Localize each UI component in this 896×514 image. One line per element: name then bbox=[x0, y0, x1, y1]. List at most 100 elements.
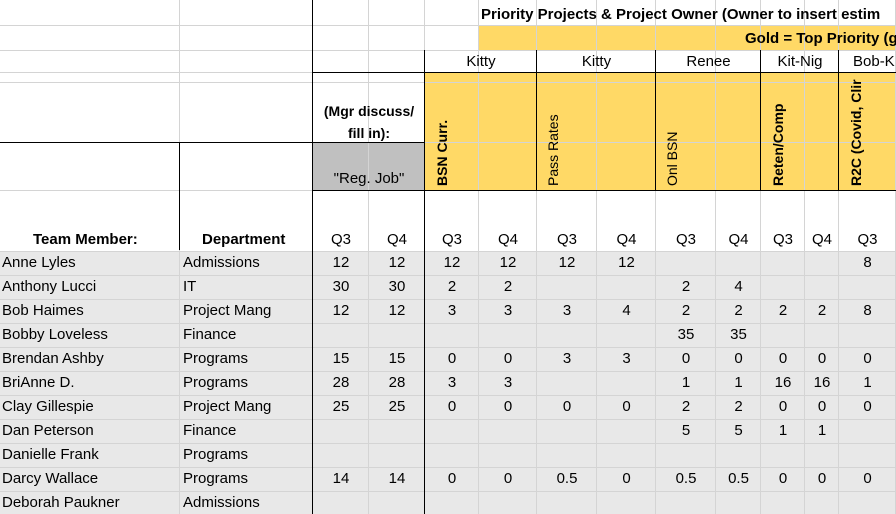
estimate-cell[interactable]: 2 bbox=[817, 302, 827, 319]
estimate-cell[interactable]: 8 bbox=[863, 302, 872, 319]
estimate-cell[interactable]: 0 bbox=[863, 350, 872, 367]
estimate-cell[interactable]: 0 bbox=[503, 470, 513, 487]
estimate-cell[interactable]: 3 bbox=[503, 302, 513, 319]
estimate-cell[interactable] bbox=[597, 275, 656, 299]
estimate-cell[interactable]: 3 bbox=[447, 374, 457, 391]
estimate-cell[interactable]: 0 bbox=[681, 350, 691, 367]
estimate-cell[interactable] bbox=[761, 251, 805, 275]
estimate-cell[interactable] bbox=[839, 323, 896, 347]
estimate-cell[interactable] bbox=[369, 323, 425, 347]
estimate-cell[interactable] bbox=[537, 371, 597, 395]
estimate-cell[interactable]: 0 bbox=[778, 350, 788, 367]
estimate-cell[interactable]: 1 bbox=[778, 422, 788, 439]
estimate-cell[interactable]: 0 bbox=[734, 350, 743, 367]
estimate-cell[interactable]: 30 bbox=[332, 278, 350, 295]
team-member-name[interactable]: Clay Gillespie bbox=[2, 398, 94, 415]
estimate-cell[interactable] bbox=[805, 443, 839, 467]
estimate-cell[interactable] bbox=[369, 419, 425, 443]
estimate-cell[interactable]: 12 bbox=[388, 254, 406, 271]
estimate-cell[interactable] bbox=[805, 491, 839, 514]
estimate-cell[interactable]: 0 bbox=[562, 398, 572, 415]
estimate-cell[interactable]: 0 bbox=[447, 470, 457, 487]
estimate-cell[interactable] bbox=[313, 419, 369, 443]
estimate-cell[interactable] bbox=[313, 491, 369, 514]
estimate-cell[interactable] bbox=[839, 419, 896, 443]
estimate-cell[interactable]: 0.5 bbox=[556, 470, 578, 487]
estimate-cell[interactable]: 12 bbox=[388, 302, 406, 319]
estimate-cell[interactable] bbox=[597, 371, 656, 395]
estimate-cell[interactable] bbox=[597, 419, 656, 443]
estimate-cell[interactable] bbox=[839, 491, 896, 514]
estimate-cell[interactable]: 5 bbox=[734, 422, 743, 439]
estimate-cell[interactable]: 12 bbox=[618, 254, 635, 271]
estimate-cell[interactable] bbox=[761, 275, 805, 299]
estimate-cell[interactable]: 4 bbox=[734, 278, 743, 295]
estimate-cell[interactable]: 2 bbox=[778, 302, 788, 319]
estimate-cell[interactable]: 1 bbox=[734, 374, 743, 391]
estimate-cell[interactable]: 1 bbox=[863, 374, 872, 391]
estimate-cell[interactable] bbox=[761, 491, 805, 514]
estimate-cell[interactable]: 0 bbox=[622, 398, 631, 415]
estimate-cell[interactable]: 0 bbox=[447, 350, 457, 367]
estimate-cell[interactable]: 2 bbox=[503, 278, 513, 295]
estimate-cell[interactable]: 16 bbox=[774, 374, 792, 391]
estimate-cell[interactable]: 16 bbox=[813, 374, 831, 391]
estimate-cell[interactable] bbox=[839, 275, 896, 299]
estimate-cell[interactable]: 12 bbox=[332, 254, 350, 271]
department-cell[interactable]: Finance bbox=[183, 422, 237, 439]
team-member-name[interactable]: BriAnne D. bbox=[2, 374, 75, 391]
estimate-cell[interactable]: 14 bbox=[332, 470, 350, 487]
estimate-cell[interactable]: 12 bbox=[499, 254, 517, 271]
team-member-name[interactable]: Anne Lyles bbox=[2, 254, 76, 271]
department-cell[interactable]: Programs bbox=[183, 470, 249, 487]
department-cell[interactable]: Admissions bbox=[183, 254, 260, 271]
estimate-cell[interactable] bbox=[597, 443, 656, 467]
estimate-cell[interactable]: 12 bbox=[443, 254, 461, 271]
team-member-name[interactable]: Bob Haimes bbox=[2, 302, 84, 319]
estimate-cell[interactable] bbox=[479, 323, 537, 347]
estimate-cell[interactable]: 0 bbox=[447, 398, 457, 415]
estimate-cell[interactable]: 3 bbox=[503, 374, 513, 391]
estimate-cell[interactable]: 0 bbox=[503, 350, 513, 367]
estimate-cell[interactable] bbox=[425, 323, 479, 347]
estimate-cell[interactable] bbox=[537, 491, 597, 514]
estimate-cell[interactable]: 4 bbox=[622, 302, 631, 319]
estimate-cell[interactable]: 12 bbox=[332, 302, 350, 319]
estimate-cell[interactable] bbox=[656, 251, 716, 275]
estimate-cell[interactable] bbox=[656, 491, 716, 514]
estimate-cell[interactable] bbox=[537, 419, 597, 443]
estimate-cell[interactable] bbox=[425, 443, 479, 467]
estimate-cell[interactable]: 2 bbox=[681, 302, 691, 319]
estimate-cell[interactable]: 0 bbox=[817, 350, 827, 367]
estimate-cell[interactable]: 2 bbox=[681, 278, 691, 295]
estimate-cell[interactable] bbox=[761, 443, 805, 467]
estimate-cell[interactable] bbox=[369, 491, 425, 514]
team-member-name[interactable]: Deborah Paukner bbox=[2, 494, 120, 511]
estimate-cell[interactable] bbox=[369, 443, 425, 467]
department-cell[interactable]: Admissions bbox=[183, 494, 260, 511]
department-cell[interactable]: Finance bbox=[183, 326, 237, 343]
estimate-cell[interactable]: 15 bbox=[332, 350, 350, 367]
estimate-cell[interactable]: 0 bbox=[863, 470, 872, 487]
team-member-name[interactable]: Brendan Ashby bbox=[2, 350, 104, 367]
team-member-name[interactable]: Dan Peterson bbox=[2, 422, 94, 439]
estimate-cell[interactable]: 2 bbox=[447, 278, 457, 295]
team-member-name[interactable]: Bobby Loveless bbox=[2, 326, 108, 343]
estimate-cell[interactable]: 35 bbox=[730, 326, 747, 343]
estimate-cell[interactable] bbox=[716, 251, 761, 275]
department-cell[interactable]: Programs bbox=[183, 374, 249, 391]
estimate-cell[interactable] bbox=[716, 491, 761, 514]
estimate-cell[interactable]: 3 bbox=[622, 350, 631, 367]
estimate-cell[interactable]: 0 bbox=[863, 398, 872, 415]
estimate-cell[interactable] bbox=[537, 275, 597, 299]
estimate-cell[interactable] bbox=[716, 443, 761, 467]
estimate-cell[interactable]: 30 bbox=[388, 278, 406, 295]
estimate-cell[interactable]: 1 bbox=[681, 374, 691, 391]
estimate-cell[interactable]: 2 bbox=[681, 398, 691, 415]
estimate-cell[interactable]: 25 bbox=[332, 398, 350, 415]
estimate-cell[interactable]: 0.5 bbox=[675, 470, 697, 487]
estimate-cell[interactable]: 5 bbox=[681, 422, 691, 439]
estimate-cell[interactable]: 2 bbox=[734, 302, 743, 319]
estimate-cell[interactable] bbox=[479, 443, 537, 467]
estimate-cell[interactable]: 14 bbox=[388, 470, 406, 487]
